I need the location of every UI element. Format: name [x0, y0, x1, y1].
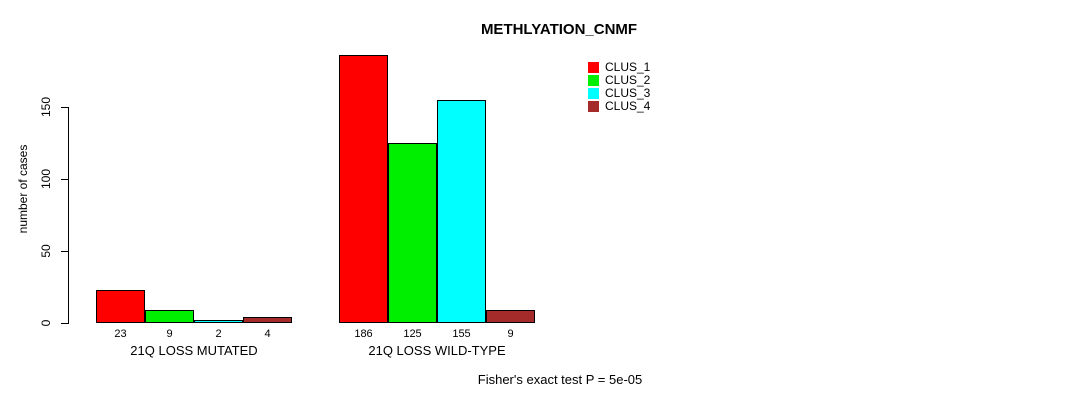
legend-row: CLUS_2 — [588, 73, 651, 87]
legend-row: CLUS_3 — [588, 86, 651, 100]
bar-clus_1-group1 — [96, 290, 145, 323]
legend-row: CLUS_1 — [588, 60, 651, 74]
caption: Fisher's exact test P = 5e-05 — [477, 372, 643, 387]
bar-value-label: 4 — [264, 328, 271, 340]
y-tick-label: 50 — [39, 244, 53, 258]
y-tick-mark — [61, 251, 68, 252]
y-tick-label: 100 — [39, 168, 53, 190]
bar-value-label: 155 — [452, 328, 471, 340]
bar-clus_1-group2 — [339, 55, 388, 323]
bar-clus_4-group2 — [486, 310, 535, 323]
legend-label: CLUS_4 — [605, 99, 651, 113]
bar-value-label: 186 — [354, 328, 373, 340]
bar-value-label: 2 — [215, 328, 222, 340]
y-axis-label: number of cases — [16, 144, 30, 234]
bar-value-label: 9 — [166, 328, 173, 340]
x-group-label: 21Q LOSS MUTATED — [130, 343, 258, 358]
legend-row: CLUS_4 — [588, 99, 651, 113]
legend-swatch-clus_3 — [588, 88, 599, 99]
bar-value-label: 23 — [114, 328, 127, 340]
bar-clus_2-group2 — [388, 143, 437, 323]
y-tick-label: 0 — [39, 319, 53, 327]
x-group-label: 21Q LOSS WILD-TYPE — [368, 343, 506, 358]
legend-swatch-clus_1 — [588, 62, 599, 73]
y-tick-label: 150 — [39, 96, 53, 118]
bar-clus_3-group2 — [437, 100, 486, 323]
legend-label: CLUS_2 — [605, 73, 651, 87]
bar-clus_4-group1 — [243, 317, 292, 323]
y-tick-mark — [61, 323, 68, 324]
bar-clus_2-group1 — [145, 310, 194, 323]
y-tick-mark — [61, 107, 68, 108]
chart-title: METHLYATION_CNMF — [480, 21, 638, 38]
bar-value-label: 125 — [403, 328, 422, 340]
legend-swatch-clus_4 — [588, 101, 599, 112]
legend-swatch-clus_2 — [588, 75, 599, 86]
y-tick-mark — [61, 179, 68, 180]
legend-label: CLUS_1 — [605, 60, 651, 74]
bar-clus_3-group1 — [194, 320, 243, 323]
bar-value-label: 9 — [507, 328, 514, 340]
legend-label: CLUS_3 — [605, 86, 651, 100]
legend: CLUS_1 CLUS_2 CLUS_3 CLUS_4 — [588, 60, 651, 113]
y-axis-line — [68, 107, 69, 324]
